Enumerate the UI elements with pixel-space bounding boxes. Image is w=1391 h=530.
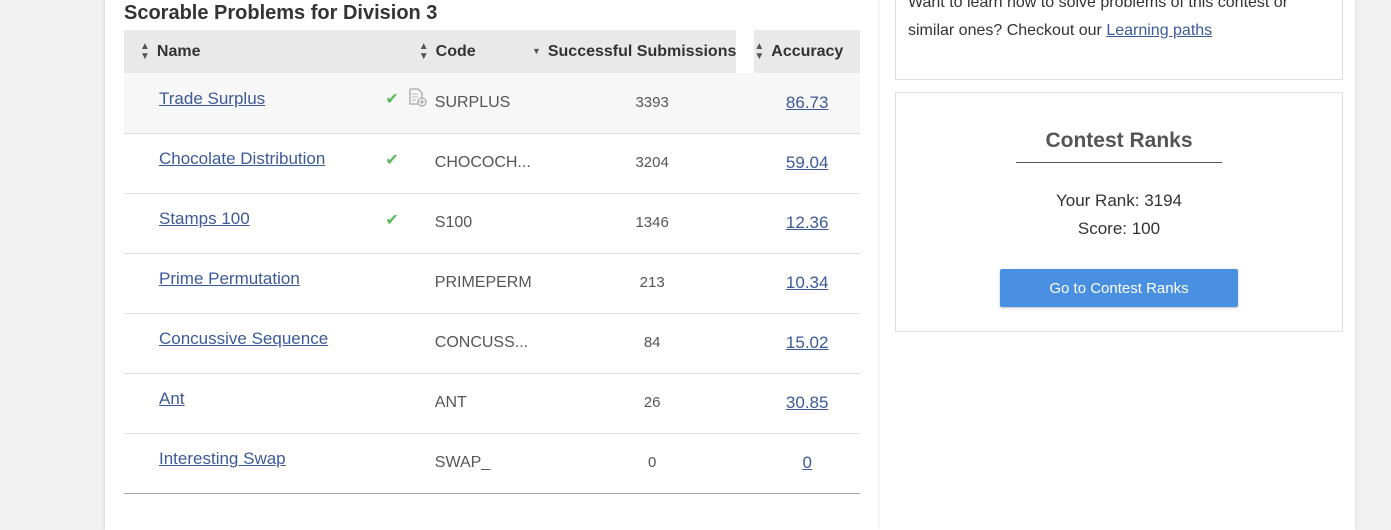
accuracy-cell: 86.73 bbox=[754, 73, 860, 133]
problem-code-cell: SURPLUS bbox=[435, 73, 550, 133]
successful-submissions: 1346 bbox=[635, 214, 669, 231]
contest-ranks-box: Contest Ranks Your Rank: 3194 Score: 100… bbox=[895, 92, 1343, 332]
sort-icon: ▲ ▼ bbox=[754, 40, 765, 62]
check-icon: ✔ bbox=[385, 212, 399, 229]
problem-name-cell: Prime Permutation bbox=[124, 253, 385, 313]
name-header[interactable]: ▲ ▼ Name bbox=[140, 40, 201, 62]
problem-code-cell: CHOCOCH... bbox=[435, 133, 550, 193]
problem-name-cell: Concussive Sequence bbox=[124, 313, 385, 373]
successful-submissions: 0 bbox=[647, 454, 657, 471]
problem-code-cell: ANT bbox=[435, 373, 550, 433]
table-row: Concussive Sequence CONCUSS... 84 15.02 bbox=[124, 313, 860, 373]
problem-code: CONCUSS... bbox=[434, 334, 529, 351]
problem-code: ANT bbox=[434, 394, 467, 411]
accuracy-cell: 10.34 bbox=[754, 253, 860, 313]
sort-icon: ▲ ▼ bbox=[418, 40, 429, 62]
table-row: Prime Permutation PRIMEPERM 213 10.34 bbox=[124, 253, 860, 313]
problem-code: CHOCOCH... bbox=[434, 154, 531, 171]
status-cell bbox=[385, 253, 434, 313]
score: Score: 100 bbox=[1077, 219, 1161, 238]
contest-ranks-title: Contest Ranks bbox=[1045, 129, 1193, 152]
learning-paths-link[interactable]: Learning paths bbox=[1106, 22, 1213, 39]
accuracy-cell: 30.85 bbox=[754, 373, 860, 433]
code-header[interactable]: ▲ ▼ Code bbox=[418, 40, 476, 62]
table-row: Ant ANT 26 30.85 bbox=[124, 373, 860, 433]
accuracy-link[interactable]: 59.04 bbox=[785, 153, 829, 172]
problem-code-cell: CONCUSS... bbox=[435, 313, 550, 373]
problem-link[interactable]: Ant bbox=[159, 389, 185, 408]
go-to-contest-ranks-button[interactable]: Go to Contest Ranks bbox=[1000, 269, 1238, 307]
section-title: Scorable Problems for Division 3 bbox=[124, 2, 438, 24]
sort-desc-icon: ▼ bbox=[531, 45, 541, 56]
table-row: Trade Surplus ✔ SURPLUS 3393 86.73 bbox=[124, 73, 860, 133]
table-row: Interesting Swap SWAP_ 0 0 bbox=[124, 433, 860, 493]
learning-paths-box: Want to learn how to solve problems of t… bbox=[895, 0, 1343, 80]
accuracy-link[interactable]: 10.34 bbox=[785, 273, 829, 292]
successful-submissions-cell: 1346 bbox=[550, 193, 754, 253]
problem-link[interactable]: Concussive Sequence bbox=[159, 329, 329, 348]
check-icon: ✔ bbox=[385, 152, 399, 169]
problem-code: SWAP_ bbox=[434, 454, 491, 471]
sort-icon: ▲ ▼ bbox=[140, 40, 150, 62]
accuracy-link[interactable]: 15.02 bbox=[785, 333, 829, 352]
accuracy-cell: 0 bbox=[754, 433, 860, 493]
successful-submissions: 84 bbox=[643, 334, 661, 351]
successful-submissions: 26 bbox=[643, 394, 661, 411]
accuracy-header[interactable]: ▲ ▼ Accuracy bbox=[754, 40, 844, 62]
successful-submissions: 213 bbox=[639, 274, 665, 291]
problem-link[interactable]: Interesting Swap bbox=[159, 449, 286, 468]
check-icon: ✔ bbox=[385, 90, 399, 108]
successful-submissions-cell: 3393 bbox=[550, 73, 754, 133]
table-header-row: ▲ ▼ Name ▲ ▼ Code ▼ Successful Submissions ▲ ▼… bbox=[124, 30, 860, 73]
problem-name-cell: Interesting Swap bbox=[124, 433, 385, 493]
add-file-icon[interactable] bbox=[407, 87, 427, 112]
problem-code-cell: S100 bbox=[435, 193, 550, 253]
problem-name-cell: Chocolate Distribution bbox=[124, 133, 385, 193]
learning-paths-text: Want to learn how to solve problems of t… bbox=[908, 0, 1289, 39]
problem-link[interactable]: Trade Surplus bbox=[159, 88, 266, 108]
accuracy-link[interactable]: 86.73 bbox=[785, 92, 829, 112]
accuracy-cell: 15.02 bbox=[754, 313, 860, 373]
status-cell: ✔ bbox=[385, 193, 434, 253]
problem-name-cell: Ant bbox=[124, 373, 385, 433]
accuracy-link[interactable]: 12.36 bbox=[785, 213, 829, 232]
successful-submissions-cell: 3204 bbox=[550, 133, 754, 193]
table-row: Stamps 100 ✔ S100 1346 12.36 bbox=[124, 193, 860, 253]
successful-submissions-header[interactable]: ▼ Successful Submissions bbox=[531, 42, 737, 60]
status-cell bbox=[385, 373, 434, 433]
problem-code: S100 bbox=[434, 214, 473, 231]
problem-code-cell: SWAP_ bbox=[435, 433, 550, 493]
title-underline bbox=[1016, 162, 1222, 163]
problem-link[interactable]: Stamps 100 bbox=[159, 209, 250, 228]
accuracy-cell: 59.04 bbox=[754, 133, 860, 193]
status-cell bbox=[385, 433, 434, 493]
problem-code-cell: PRIMEPERM bbox=[435, 253, 550, 313]
problem-name-cell: Trade Surplus bbox=[124, 73, 385, 133]
status-cell bbox=[385, 313, 434, 373]
problem-link[interactable]: Prime Permutation bbox=[159, 269, 300, 288]
problem-code: SURPLUS bbox=[434, 93, 511, 111]
problem-name-cell: Stamps 100 bbox=[124, 193, 385, 253]
problems-card bbox=[105, 0, 880, 530]
accuracy-link[interactable]: 0 bbox=[802, 453, 812, 472]
status-cell: ✔ bbox=[385, 73, 434, 133]
problem-link[interactable]: Chocolate Distribution bbox=[159, 149, 326, 168]
problems-table: ▲ ▼ Name ▲ ▼ Code ▼ Successful Submissions ▲ ▼… bbox=[124, 30, 860, 494]
table-row: Chocolate Distribution ✔ CHOCOCH... 3204 59.… bbox=[124, 133, 860, 193]
successful-submissions: 3204 bbox=[635, 154, 669, 171]
accuracy-cell: 12.36 bbox=[754, 193, 860, 253]
successful-submissions-cell: 84 bbox=[550, 313, 754, 373]
successful-submissions-cell: 0 bbox=[550, 433, 754, 493]
successful-submissions: 3393 bbox=[635, 93, 669, 111]
accuracy-link[interactable]: 30.85 bbox=[785, 393, 829, 412]
successful-submissions-cell: 26 bbox=[550, 373, 754, 433]
your-rank: Your Rank: 3194 bbox=[1055, 191, 1183, 210]
successful-submissions-cell: 213 bbox=[550, 253, 754, 313]
problem-code: PRIMEPERM bbox=[434, 274, 532, 291]
status-cell: ✔ bbox=[385, 133, 434, 193]
